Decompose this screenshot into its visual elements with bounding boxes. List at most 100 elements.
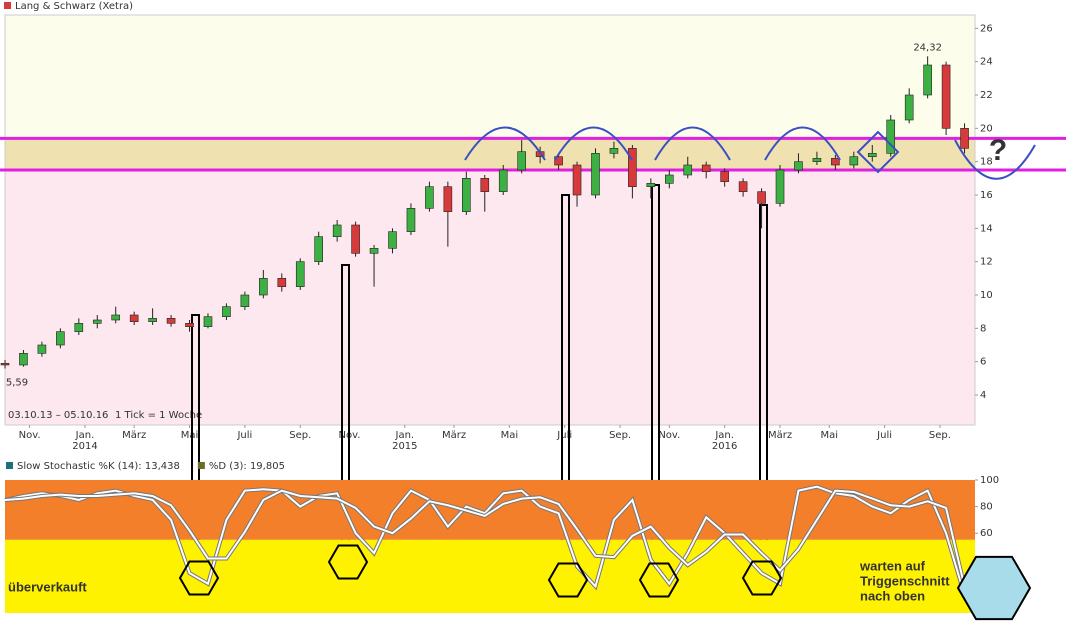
x-tick-label: März (768, 430, 792, 441)
wave (464, 126, 546, 161)
candle-body (74, 323, 84, 332)
tick-note: 1 Tick = 1 Woche (115, 410, 202, 421)
chart-title: Lang & Schwarz (Xetra) (15, 1, 133, 12)
candle-body (388, 231, 397, 249)
x-tick-label: Mai (501, 430, 519, 441)
candle-body (923, 64, 932, 96)
candle-body (886, 119, 896, 154)
y-tick-label: 80 (980, 502, 993, 513)
candle-body (425, 186, 434, 209)
wave (554, 126, 633, 161)
candle-body (628, 148, 637, 187)
y-tick-label: 100 (980, 475, 999, 486)
wave (654, 126, 731, 161)
candle-body (849, 156, 859, 166)
question-mark: ? (989, 134, 1007, 167)
wave (954, 139, 1036, 180)
x-tick-label: Juli (236, 430, 252, 441)
legend-label: Slow Stochastic %K (14): 13,438 (17, 461, 180, 472)
y-tick-label: 18 (980, 157, 993, 168)
candle-body (738, 181, 748, 192)
candle-body (443, 186, 453, 212)
candle-body (148, 318, 157, 322)
candle-body (812, 158, 822, 162)
candle-body (960, 128, 969, 149)
legend-swatch (6, 462, 13, 469)
zone-band (5, 138, 975, 170)
candle-body (240, 294, 250, 307)
candle-body (314, 236, 323, 262)
legend-swatch (197, 462, 205, 469)
y-tick-label: 16 (980, 190, 993, 201)
zone-upper (5, 15, 975, 139)
line (4, 489, 966, 587)
x-tick-label: März (122, 430, 146, 441)
candle-body (406, 208, 416, 232)
candle-body (554, 156, 563, 166)
candle-body (757, 191, 766, 204)
note-line: nach oben (860, 588, 925, 603)
legend-label: %D (3): 19,805 (209, 461, 285, 472)
y-tick-label: 4 (980, 390, 986, 401)
candle-body (664, 174, 674, 184)
y-tick-label: 26 (980, 23, 993, 34)
candle-body (794, 161, 803, 171)
candle-body (498, 169, 508, 192)
x-tick-label: Nov. (19, 430, 41, 441)
candle-body (904, 94, 914, 121)
candle-body (351, 224, 360, 254)
candle-body (92, 319, 102, 324)
x-tick-label: Jan. (395, 430, 415, 441)
candle-body (591, 153, 600, 196)
x-tick-label: Juli (876, 430, 892, 441)
candle-body (222, 306, 231, 317)
year-label: 2016 (712, 441, 737, 452)
candle-body (295, 261, 305, 287)
x-tick-label: Nov. (658, 430, 680, 441)
y-tick-label: 14 (980, 223, 993, 234)
candle-body (720, 171, 729, 182)
plot-frame (4, 14, 976, 426)
year-label: 2014 (72, 441, 97, 452)
zone (5, 539, 975, 613)
y-tick-label: 20 (980, 123, 993, 134)
candle-body (867, 153, 877, 157)
y-tick-label: 12 (980, 257, 993, 268)
title-icon (4, 2, 11, 9)
candle-body (369, 248, 379, 254)
oversold-label: überverkauft (8, 579, 87, 594)
candle-body (609, 148, 619, 154)
candle-body (0, 363, 10, 366)
high-label: 24,32 (913, 42, 942, 53)
candle-body (37, 344, 47, 354)
candle-body (19, 353, 28, 366)
x-tick-label: Jan. (714, 430, 734, 441)
candle-body (480, 178, 490, 192)
diamond (856, 130, 900, 174)
x-tick-label: Sep. (609, 430, 631, 441)
candle-body (517, 151, 526, 171)
zone-lower (5, 170, 975, 425)
y-tick-label: 24 (980, 57, 993, 68)
y-tick-label: 8 (980, 323, 986, 334)
candle-body (203, 316, 213, 327)
x-tick-label: Jan. (75, 430, 95, 441)
candle-body (775, 169, 785, 204)
candle-body (166, 318, 176, 324)
x-tick-label: März (442, 430, 466, 441)
period-label: 03.10.13 – 05.10.16 (8, 410, 108, 421)
year-label: 2015 (392, 441, 417, 452)
candle-body (572, 164, 582, 196)
note-line: Triggenschnitt (860, 573, 950, 588)
y-tick-label: 22 (980, 90, 993, 101)
x-tick-label: Sep. (929, 430, 951, 441)
candle-body (111, 314, 121, 321)
x-tick-label: Sep. (289, 430, 311, 441)
x-tick-label: Mai (820, 430, 838, 441)
candle-body (129, 314, 139, 322)
candle-body (831, 158, 840, 166)
low-label: 5,59 (6, 378, 28, 389)
candle-body (332, 224, 342, 237)
candle-body (56, 331, 65, 346)
